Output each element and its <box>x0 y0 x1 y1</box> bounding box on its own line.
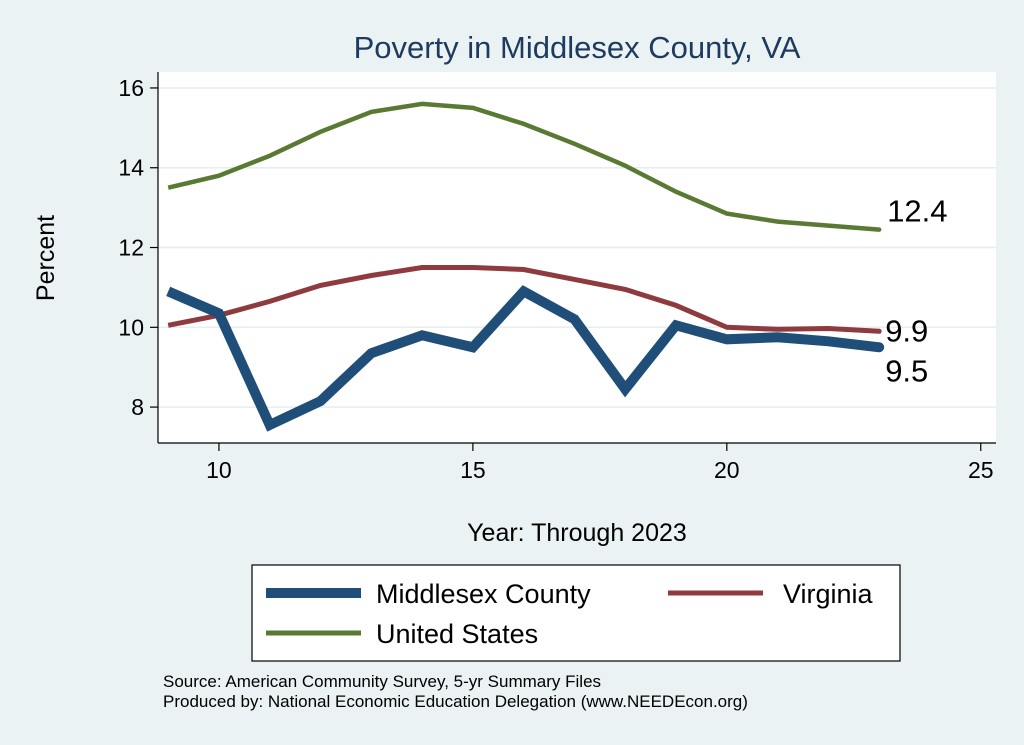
series-line-united-states <box>167 101 880 232</box>
plot-area <box>158 72 996 443</box>
y-tick-label: 16 <box>118 75 144 101</box>
series-lines <box>166 101 885 432</box>
produced-note: Produced by: National Economic Education… <box>163 692 748 711</box>
legend-label-virginia: Virginia <box>783 579 874 609</box>
x-axis-label: Year: Through 2023 <box>467 519 687 547</box>
y-axis-label: Percent <box>32 215 60 301</box>
x-tick-label: 20 <box>714 457 740 483</box>
axis-ticks: 8 10 12 14 16 10 15 20 25 <box>118 75 993 483</box>
end-label-middlesex-county: 9.5 <box>885 353 928 388</box>
series-line-virginia <box>167 265 880 334</box>
end-label-virginia: 9.9 <box>885 313 928 348</box>
legend-label-middlesex: Middlesex County <box>376 579 591 609</box>
y-tick-label: 12 <box>118 235 144 261</box>
chart-title: Poverty in Middlesex County, VA <box>354 30 801 65</box>
x-tick-label: 15 <box>460 457 486 483</box>
legend-box <box>251 564 901 662</box>
x-tick-label: 10 <box>206 457 232 483</box>
y-tick-label: 10 <box>118 314 144 340</box>
y-tick-label: 14 <box>118 155 144 181</box>
y-tick-label: 8 <box>131 394 144 420</box>
legend: Middlesex County Virginia United States <box>251 564 901 662</box>
series-endpoint <box>876 227 882 232</box>
x-tick-label: 25 <box>968 457 994 483</box>
series-line-middlesex-county <box>166 285 880 432</box>
grid <box>158 87 996 408</box>
end-label-united-states: 12.4 <box>887 194 947 229</box>
legend-label-united-states: United States <box>376 619 538 649</box>
series-endpoint <box>874 342 885 353</box>
source-note: Source: American Community Survey, 5-yr … <box>163 672 602 691</box>
end-labels: 9.5 9.9 12.4 <box>885 194 947 389</box>
series-endpoint <box>876 328 882 334</box>
